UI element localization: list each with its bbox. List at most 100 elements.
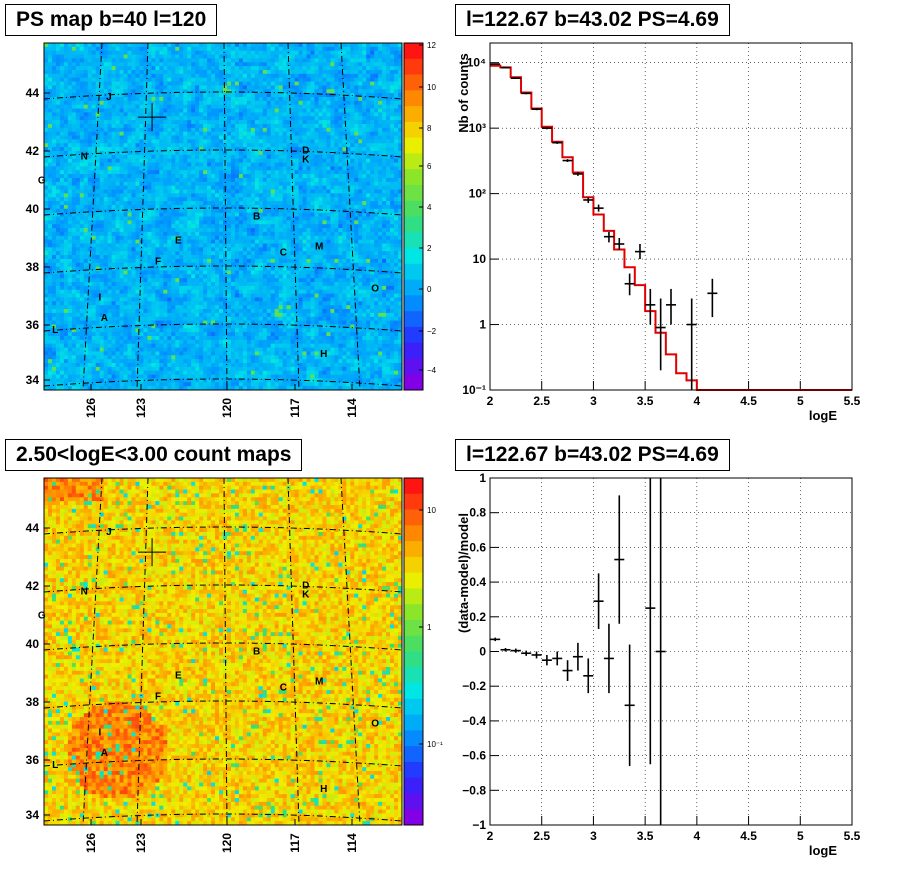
heatmap-cell bbox=[75, 81, 81, 86]
heatmap-cell bbox=[342, 50, 347, 55]
heatmap-cell bbox=[147, 197, 152, 202]
heatmap-cell bbox=[282, 50, 288, 55]
heatmap-cell bbox=[223, 85, 228, 90]
heatmap-cell bbox=[159, 66, 164, 71]
heatmap-cell bbox=[354, 100, 359, 106]
heatmap-cell bbox=[254, 93, 260, 98]
heatmap-cell bbox=[207, 131, 212, 136]
heatmap-cell bbox=[310, 100, 315, 106]
heatmap-cell bbox=[155, 197, 160, 202]
heatmap-cell bbox=[155, 120, 160, 125]
heatmap-cell bbox=[382, 251, 387, 256]
heatmap-cell bbox=[390, 220, 395, 225]
heatmap-cell bbox=[374, 197, 379, 202]
heatmap-cell bbox=[111, 73, 116, 79]
heatmap-cell bbox=[67, 158, 73, 163]
heatmap-cell bbox=[127, 81, 132, 86]
heatmap-cell bbox=[358, 224, 363, 229]
heatmap-cell bbox=[330, 177, 335, 183]
heatmap-cell bbox=[55, 96, 61, 102]
heatmap-cell bbox=[203, 181, 208, 187]
heatmap-cell bbox=[242, 208, 248, 214]
heatmap-cell bbox=[374, 212, 379, 217]
heatmap-cell bbox=[215, 247, 220, 252]
heatmap-cell bbox=[330, 62, 335, 67]
heatmap-cell bbox=[103, 73, 109, 79]
heatmap-cell bbox=[342, 154, 347, 160]
heatmap-cell bbox=[274, 154, 280, 160]
heatmap-cell bbox=[219, 185, 224, 190]
heatmap-cell bbox=[294, 69, 299, 75]
heatmap-cell bbox=[155, 212, 160, 217]
heatmap-cell bbox=[274, 66, 280, 71]
heatmap-cell bbox=[278, 116, 284, 121]
heatmap-cell bbox=[362, 131, 367, 136]
heatmap-cell bbox=[123, 162, 128, 167]
heatmap-cell bbox=[278, 251, 284, 256]
heatmap-cell bbox=[338, 139, 343, 144]
heatmap-cell bbox=[191, 255, 196, 260]
heatmap-cell bbox=[119, 243, 124, 248]
heatmap-cell bbox=[151, 185, 156, 190]
heatmap-cell bbox=[199, 228, 204, 233]
heatmap-cell bbox=[199, 46, 204, 52]
heatmap-cell bbox=[322, 212, 327, 217]
heatmap-cell bbox=[374, 243, 379, 248]
heatmap-cell bbox=[366, 147, 371, 152]
heatmap-cell bbox=[282, 89, 288, 94]
heatmap-cell bbox=[226, 100, 232, 106]
heatmap-cell bbox=[374, 139, 379, 144]
heatmap-cell bbox=[183, 212, 188, 217]
heatmap-cell bbox=[378, 46, 383, 52]
heatmap-cell bbox=[254, 77, 260, 82]
heatmap-cell bbox=[278, 108, 284, 113]
heatmap-cell bbox=[163, 135, 168, 140]
heatmap-cell bbox=[366, 154, 371, 160]
heatmap-cell bbox=[95, 158, 101, 163]
heatmap-cell bbox=[151, 66, 156, 71]
heatmap-cell bbox=[219, 85, 224, 90]
heatmap-cell bbox=[342, 224, 347, 229]
heatmap-cell bbox=[59, 212, 65, 217]
heatmap-cell bbox=[67, 170, 73, 175]
heatmap-cell bbox=[95, 216, 101, 221]
heatmap-cell bbox=[370, 212, 375, 217]
heatmap-cell bbox=[47, 201, 53, 206]
heatmap-cell bbox=[286, 228, 292, 233]
heatmap-cell bbox=[338, 135, 343, 140]
heatmap-cell bbox=[183, 116, 188, 121]
heatmap-cell bbox=[151, 116, 156, 121]
heatmap-cell bbox=[171, 212, 176, 217]
heatmap-cell bbox=[306, 158, 311, 163]
heatmap-cell bbox=[223, 143, 228, 148]
heatmap-cell bbox=[242, 181, 248, 187]
heatmap-cell bbox=[234, 43, 240, 48]
heatmap-cell bbox=[183, 77, 188, 82]
heatmap-cell bbox=[171, 216, 176, 221]
heatmap-cell bbox=[115, 50, 120, 55]
heatmap-cell bbox=[354, 50, 359, 55]
heatmap-cell bbox=[75, 58, 81, 63]
heatmap-cell bbox=[203, 216, 208, 221]
heatmap-cell bbox=[63, 120, 69, 125]
heatmap-cell bbox=[234, 177, 240, 183]
heatmap-cell bbox=[390, 50, 395, 55]
heatmap-cell bbox=[350, 162, 355, 167]
heatmap-cell bbox=[378, 251, 383, 256]
heatmap-cell bbox=[318, 131, 323, 136]
heatmap-cell bbox=[123, 228, 128, 233]
heatmap-cell bbox=[119, 58, 124, 63]
heatmap-cell bbox=[131, 147, 136, 152]
heatmap-cell bbox=[107, 73, 113, 79]
heatmap-cell bbox=[143, 43, 148, 48]
heatmap-cell bbox=[334, 174, 339, 179]
heatmap-cell bbox=[171, 181, 176, 187]
heatmap-cell bbox=[250, 123, 256, 129]
heatmap-cell bbox=[71, 251, 77, 256]
heatmap-cell bbox=[175, 143, 180, 148]
heatmap-cell bbox=[226, 50, 232, 55]
heatmap-cell bbox=[119, 112, 124, 117]
heatmap-cell bbox=[342, 216, 347, 221]
heatmap-cell bbox=[99, 108, 105, 113]
heatmap-cell bbox=[171, 189, 176, 194]
